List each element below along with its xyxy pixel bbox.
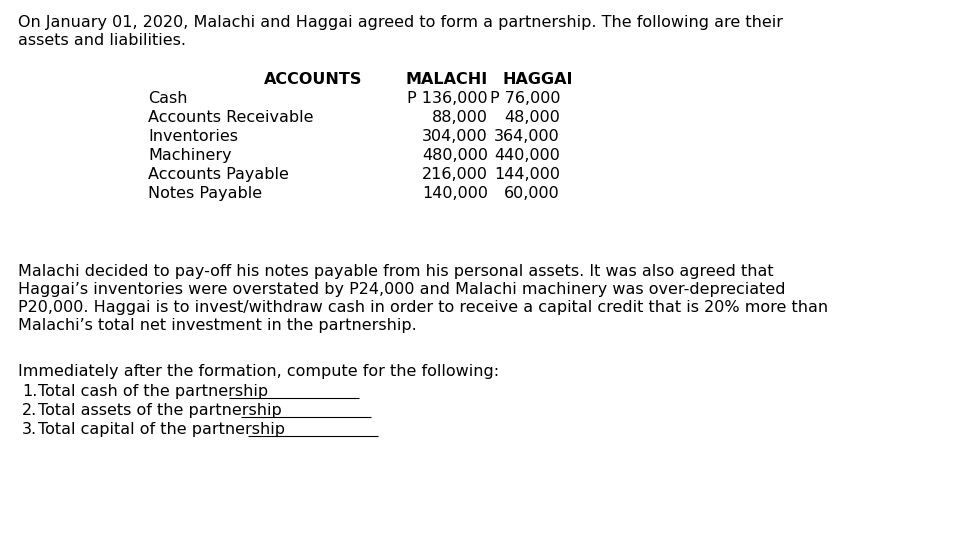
Text: ACCOUNTS: ACCOUNTS — [264, 72, 362, 87]
Text: Haggai’s inventories were overstated by P24,000 and Malachi machinery was over-d: Haggai’s inventories were overstated by … — [18, 282, 786, 297]
Text: Malachi decided to pay-off his notes payable from his personal assets. It was al: Malachi decided to pay-off his notes pay… — [18, 264, 774, 279]
Text: HAGGAI: HAGGAI — [502, 72, 573, 87]
Text: 1.: 1. — [22, 384, 37, 399]
Text: 2.: 2. — [22, 403, 37, 418]
Text: MALACHI: MALACHI — [406, 72, 488, 87]
Text: Total capital of the partnership: Total capital of the partnership — [38, 422, 285, 437]
Text: assets and liabilities.: assets and liabilities. — [18, 33, 186, 48]
Text: 48,000: 48,000 — [505, 110, 560, 125]
Text: 440,000: 440,000 — [494, 148, 560, 163]
Text: 304,000: 304,000 — [423, 129, 488, 144]
Text: Notes Payable: Notes Payable — [148, 186, 263, 201]
Text: P 76,000: P 76,000 — [490, 91, 560, 106]
Text: Accounts Receivable: Accounts Receivable — [148, 110, 313, 125]
Text: 60,000: 60,000 — [505, 186, 560, 201]
Text: 140,000: 140,000 — [422, 186, 488, 201]
Text: Malachi’s total net investment in the partnership.: Malachi’s total net investment in the pa… — [18, 318, 417, 333]
Text: 480,000: 480,000 — [422, 148, 488, 163]
Text: 216,000: 216,000 — [422, 167, 488, 182]
Text: Total assets of the partnership: Total assets of the partnership — [38, 403, 282, 418]
Text: Total cash of the partnership: Total cash of the partnership — [38, 384, 268, 399]
Text: On January 01, 2020, Malachi and Haggai agreed to form a partnership. The follow: On January 01, 2020, Malachi and Haggai … — [18, 15, 783, 30]
Text: P20,000. Haggai is to invest/withdraw cash in order to receive a capital credit : P20,000. Haggai is to invest/withdraw ca… — [18, 300, 828, 315]
Text: 144,000: 144,000 — [494, 167, 560, 182]
Text: Immediately after the formation, compute for the following:: Immediately after the formation, compute… — [18, 364, 499, 379]
Text: Machinery: Machinery — [148, 148, 231, 163]
Text: Inventories: Inventories — [148, 129, 238, 144]
Text: 364,000: 364,000 — [494, 129, 560, 144]
Text: 3.: 3. — [22, 422, 37, 437]
Text: Cash: Cash — [148, 91, 187, 106]
Text: 88,000: 88,000 — [432, 110, 488, 125]
Text: P 136,000: P 136,000 — [407, 91, 488, 106]
Text: Accounts Payable: Accounts Payable — [148, 167, 289, 182]
